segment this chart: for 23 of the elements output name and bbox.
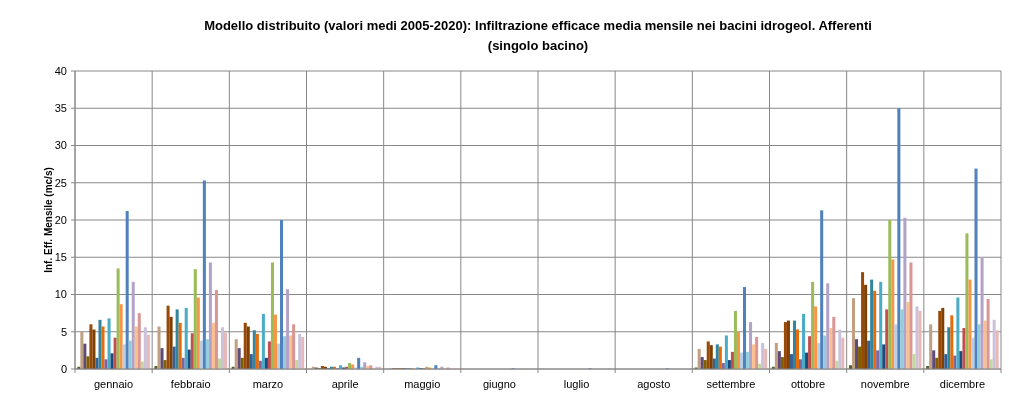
- y-tick-label: 15: [54, 251, 67, 264]
- y-tick-label: 35: [54, 102, 67, 115]
- x-tick-label: marzo: [252, 378, 284, 390]
- x-tick-label: luglio: [563, 378, 590, 390]
- x-tick-label: gennaio: [94, 378, 134, 390]
- x-tick-label: febbraio: [170, 378, 211, 390]
- y-tick-label: 30: [54, 139, 67, 152]
- y-tick-label: 10: [54, 288, 67, 301]
- x-tick-label: agosto: [637, 378, 671, 390]
- y-tick-label: 5: [60, 325, 67, 338]
- y-tick-label: 40: [54, 64, 67, 77]
- y-axis-title: Inf. Eff. Mensile (mc/s): [43, 167, 54, 273]
- x-tick-label: aprile: [331, 378, 359, 390]
- chart-title: Modello distribuito (valori medi 2005-2020): Infiltrazione efficace media mensile nei bacini idrogeol. Afferenti (singolo bacino): [204, 18, 872, 53]
- x-tick-label: ottobre: [790, 378, 826, 390]
- x-tick-label: giugno: [482, 378, 516, 390]
- x-tick-label: maggio: [404, 378, 441, 390]
- y-tick-label: 25: [54, 176, 67, 189]
- y-tick-label: 20: [54, 213, 67, 226]
- y-tick-label: 0: [60, 362, 67, 375]
- x-tick-label: settembre: [706, 378, 756, 390]
- x-tick-label: novembre: [860, 378, 910, 390]
- x-tick-label: dicembre: [939, 378, 986, 390]
